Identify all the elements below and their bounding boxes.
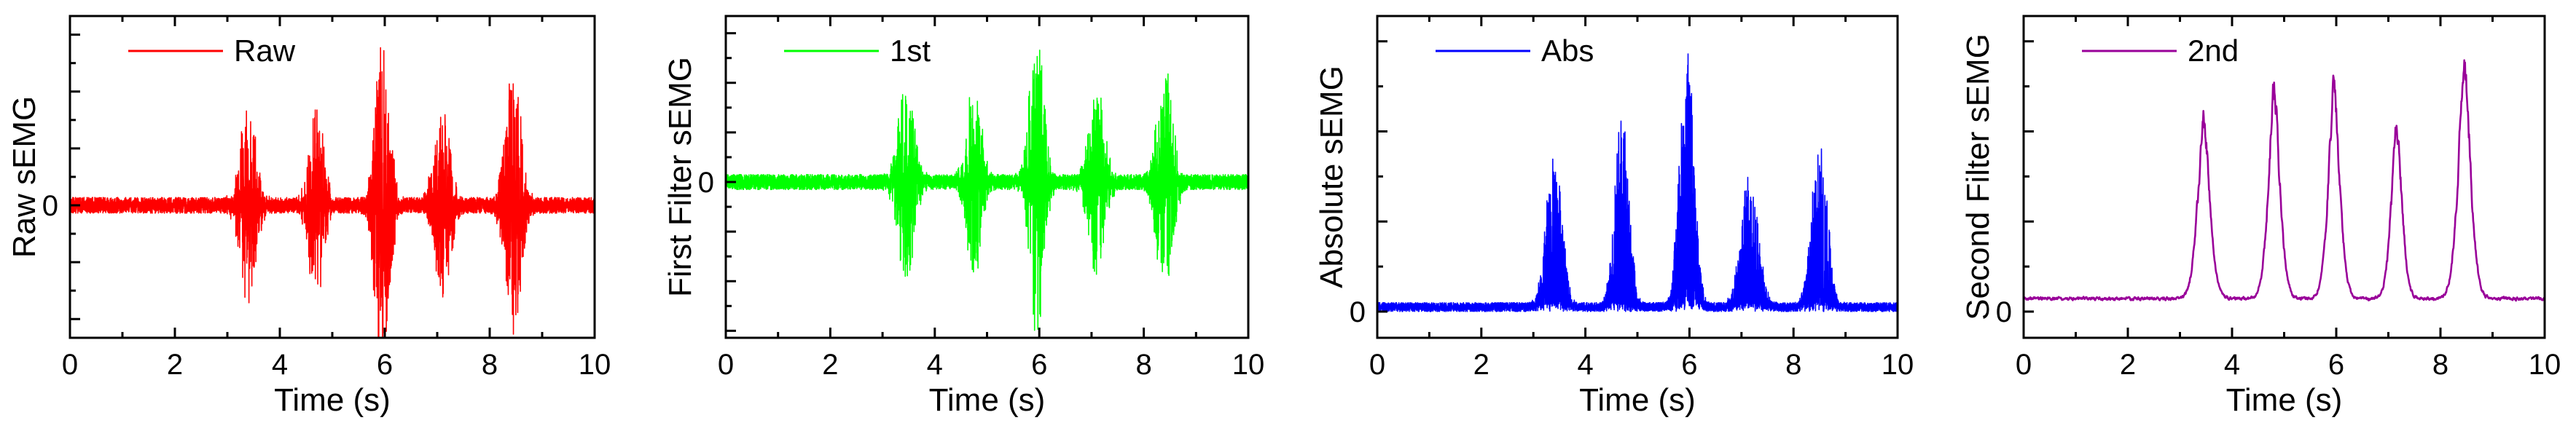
x-tick-label: 0	[2016, 349, 2032, 381]
x-tick-label: 2	[2120, 349, 2136, 381]
series-line-1	[726, 50, 1248, 331]
y-axis-label: Absolute sEMG	[1314, 66, 1350, 288]
chart-panel-4: 2nd 0 2 4 6 8 10 0 Time (s) Second Filter sEMG	[1960, 15, 2561, 418]
x-tick-label: 10	[2529, 349, 2561, 381]
y-tick-label: 0	[1350, 296, 1366, 328]
plot-frame	[2022, 15, 2546, 339]
chart-panel-2: 1st 0 2 4 6 8 10 0 Time (s) First Filter sEMG	[662, 15, 1265, 418]
y-tick-label: 0	[698, 167, 714, 199]
legend-label: 2nd	[2188, 33, 2239, 68]
chart-panel-1: Raw 0 2 4 6 8 10 0 Time (s) Raw sEMG	[7, 15, 611, 418]
x-tick-label: 2	[822, 349, 838, 381]
series-line-1	[2024, 59, 2545, 302]
legend-label: Raw	[234, 33, 296, 68]
x-tick-label: 8	[1135, 349, 1151, 381]
x-tick-label: 4	[272, 349, 288, 381]
x-tick-label: 6	[2328, 349, 2344, 381]
y-tick-label: 0	[42, 190, 58, 222]
x-tick-label: 8	[2432, 349, 2448, 381]
x-axis-label: Time (s)	[929, 382, 1046, 418]
x-tick-label: 4	[2224, 349, 2240, 381]
x-tick-label: 10	[579, 349, 611, 381]
x-tick-label: 8	[482, 349, 498, 381]
x-axis-label: Time (s)	[1579, 382, 1696, 418]
x-tick-label: 8	[1785, 349, 1801, 381]
x-axis-label: Time (s)	[2226, 382, 2343, 418]
series-line-1	[70, 47, 595, 338]
x-tick-label: 0	[1369, 349, 1385, 381]
x-tick-label: 6	[377, 349, 393, 381]
y-axis-label: Second Filter sEMG	[1960, 33, 1996, 320]
chart-panel-3: Abs 0 2 4 6 8 10 0 Time (s) Absolute sEMG	[1314, 15, 1914, 418]
x-tick-label: 4	[927, 349, 943, 381]
x-tick-label: 0	[62, 349, 78, 381]
x-tick-label: 0	[718, 349, 734, 381]
x-tick-label: 6	[1031, 349, 1047, 381]
x-axis-label: Time (s)	[274, 382, 391, 418]
x-tick-label: 6	[1681, 349, 1697, 381]
x-tick-label: 4	[1577, 349, 1593, 381]
y-tick-label: 0	[1996, 296, 2012, 328]
legend-label: Abs	[1541, 33, 1594, 68]
series-line-1	[1377, 53, 1898, 312]
y-axis-label: Raw sEMG	[7, 96, 42, 258]
x-tick-label: 10	[1232, 349, 1265, 381]
x-tick-label: 10	[1882, 349, 1914, 381]
legend-label: 1st	[890, 33, 931, 68]
x-tick-label: 2	[1473, 349, 1489, 381]
y-axis-label: First Filter sEMG	[662, 57, 698, 297]
x-tick-label: 2	[167, 349, 183, 381]
